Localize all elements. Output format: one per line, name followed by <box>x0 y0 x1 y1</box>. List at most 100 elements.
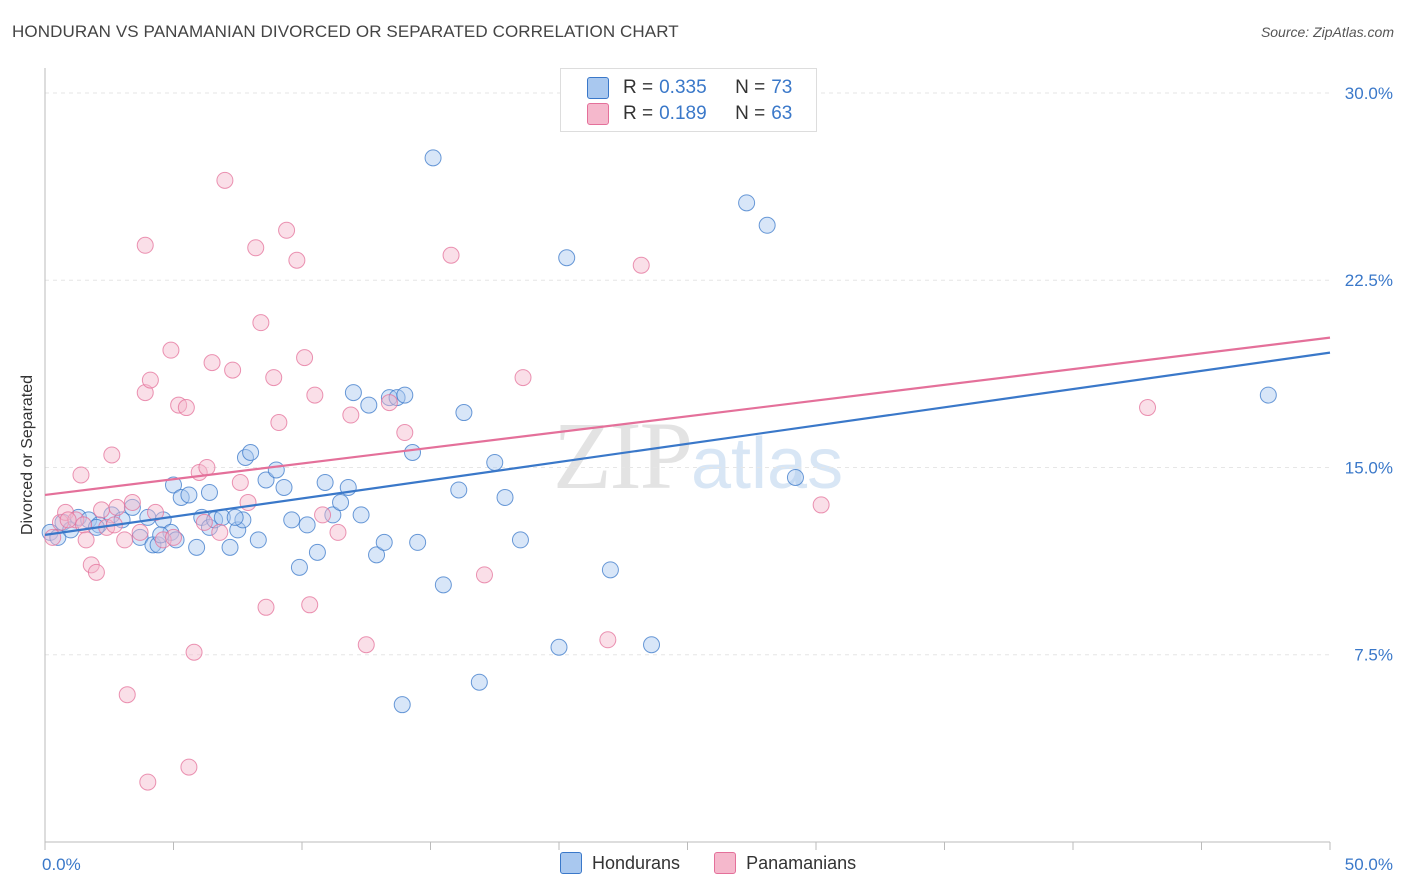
data-point-panamanian <box>270 414 288 432</box>
y-axis-label: Divorced or Separated <box>19 374 36 536</box>
data-point-panamanian <box>195 513 213 531</box>
data-point-panamanian <box>812 496 830 514</box>
data-point-honduran <box>450 481 468 499</box>
data-point-panamanian <box>252 314 270 332</box>
data-point-panamanian <box>306 386 324 404</box>
data-point-honduran <box>242 444 260 462</box>
legend-n-value: 73 <box>771 77 793 98</box>
data-point-honduran <box>152 526 170 544</box>
data-point-panamanian <box>329 523 347 541</box>
legend-r-value: 0.335 <box>659 77 707 98</box>
legend-item-panamanians[interactable]: Panamanians <box>714 852 856 874</box>
data-point-honduran <box>758 216 776 234</box>
data-point-panamanian <box>180 758 198 776</box>
data-point-panamanian <box>314 506 332 524</box>
data-point-panamanian <box>165 528 182 546</box>
data-point-panamanian <box>136 384 154 402</box>
data-point-panamanian <box>139 773 157 791</box>
data-point-honduran <box>368 546 386 564</box>
data-point-panamanian <box>185 643 203 661</box>
data-point-honduran <box>180 486 198 504</box>
data-point-panamanian <box>224 361 242 379</box>
legend-item-hondurans[interactable]: Hondurans <box>560 852 680 874</box>
data-point-panamanian <box>357 636 375 654</box>
data-point-panamanian <box>131 523 149 541</box>
data-point-panamanian <box>198 458 216 476</box>
data-point-honduran <box>434 576 452 594</box>
legend-r-value: 0.189 <box>659 103 707 124</box>
data-point-honduran <box>470 673 488 691</box>
series-legend: Hondurans Panamanians <box>560 852 890 874</box>
data-point-honduran <box>404 444 422 462</box>
data-point-panamanian <box>301 596 319 614</box>
data-point-panamanian <box>44 528 62 546</box>
data-point-panamanian <box>599 631 617 649</box>
data-point-panamanian <box>514 369 532 387</box>
data-point-panamanian <box>396 424 414 442</box>
data-point-honduran <box>511 531 529 549</box>
data-point-honduran <box>226 508 244 526</box>
data-point-honduran <box>290 558 308 576</box>
data-point-honduran <box>200 483 218 501</box>
legend-n-label: N = <box>735 77 766 98</box>
legend-row-panamanians: R = 0.189 N = 63 <box>587 103 792 125</box>
data-point-panamanian <box>162 341 180 359</box>
data-point-honduran <box>424 149 442 167</box>
legend-r-label: R = <box>623 77 654 98</box>
data-point-panamanian <box>103 446 121 464</box>
data-point-panamanian <box>265 369 283 387</box>
chart-title: HONDURAN VS PANAMANIAN DIVORCED OR SEPAR… <box>12 22 679 41</box>
data-point-honduran <box>601 561 619 579</box>
data-point-panamanian <box>147 503 165 521</box>
legend-n-value: 63 <box>771 103 793 124</box>
data-point-panamanian <box>1139 399 1157 417</box>
data-point-honduran <box>786 468 804 486</box>
data-point-panamanian <box>475 566 493 584</box>
data-point-honduran <box>393 696 411 714</box>
data-point-panamanian <box>118 686 136 704</box>
data-point-honduran <box>123 498 141 516</box>
legend-swatch-blue <box>560 852 582 874</box>
data-point-panamanian <box>632 256 650 274</box>
data-point-panamanian <box>59 511 77 529</box>
data-point-honduran <box>1259 386 1277 404</box>
data-point-honduran <box>275 478 293 496</box>
y-tick-label: 30.0% <box>1345 84 1393 103</box>
correlation-legend: R = 0.335 N = 73 R = 0.189 N = 63 <box>560 68 817 132</box>
data-point-honduran <box>188 538 206 556</box>
data-point-honduran <box>486 453 504 471</box>
trend-line-hondurans <box>44 351 1331 536</box>
data-point-panamanian <box>108 498 126 516</box>
data-point-panamanian <box>278 221 296 239</box>
legend-swatch-pink <box>587 103 609 125</box>
data-point-panamanian <box>136 236 154 254</box>
data-point-panamanian <box>442 246 460 264</box>
data-point-honduran <box>283 511 301 529</box>
legend-label-panamanians: Panamanians <box>746 852 857 873</box>
data-point-honduran <box>643 636 661 654</box>
legend-r-label: R = <box>623 103 654 124</box>
data-point-panamanian <box>72 466 90 484</box>
data-point-honduran <box>249 531 267 549</box>
data-point-honduran <box>229 521 247 539</box>
source-label: Source: ZipAtlas.com <box>1260 24 1394 40</box>
data-point-honduran <box>324 506 342 524</box>
data-point-panamanian <box>288 251 306 269</box>
data-point-honduran <box>360 396 378 414</box>
data-point-panamanian <box>77 531 95 549</box>
data-point-honduran <box>149 536 167 554</box>
data-point-honduran <box>221 538 239 556</box>
y-tick-label: 15.0% <box>1345 458 1393 477</box>
data-point-honduran <box>316 473 334 491</box>
data-point-honduran <box>396 386 414 404</box>
data-point-panamanian <box>93 501 111 519</box>
data-point-panamanian <box>154 531 172 549</box>
data-point-honduran <box>375 533 393 551</box>
data-point-panamanian <box>141 371 159 389</box>
watermark-atlas: atlas <box>691 424 844 504</box>
data-point-honduran <box>298 516 316 534</box>
x-tick-label: 0.0% <box>42 855 81 874</box>
data-point-honduran <box>267 461 285 479</box>
legend-label-hondurans: Hondurans <box>592 852 681 873</box>
